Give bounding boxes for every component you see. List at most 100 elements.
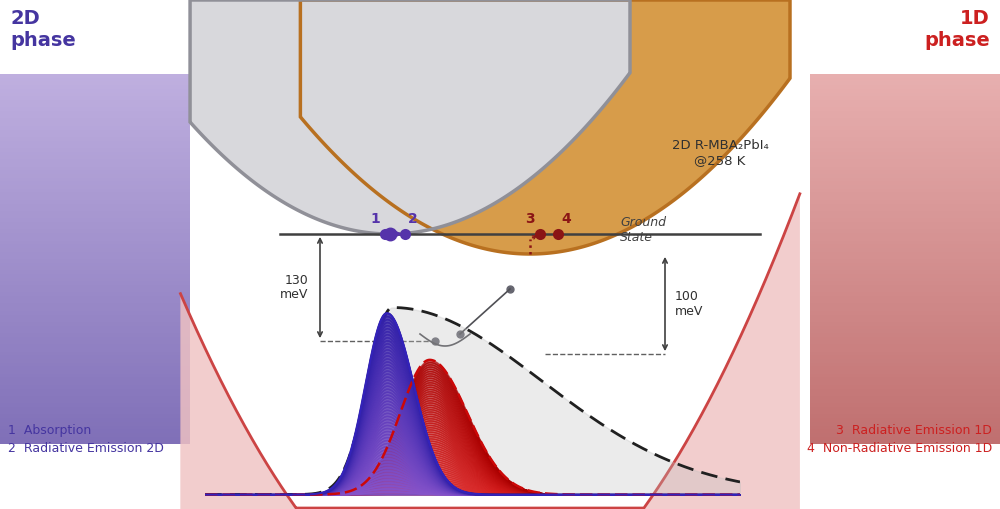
Text: 1: 1 [370,212,380,226]
Bar [810,140,1000,144]
Bar [810,170,1000,174]
Bar [0,119,190,122]
Bar [0,400,190,403]
Bar [810,396,1000,400]
Bar [0,403,190,407]
Bar [810,352,1000,355]
Bar [0,225,190,230]
Bar [0,362,190,366]
Bar [810,300,1000,303]
Bar [0,233,190,237]
Bar [0,204,190,207]
Bar [810,266,1000,270]
Bar [810,359,1000,362]
Bar [810,281,1000,285]
Bar [810,303,1000,307]
Bar [0,207,190,211]
Bar [0,348,190,352]
Bar [0,281,190,285]
Bar [0,277,190,281]
Text: 2D
phase: 2D phase [10,9,76,50]
Bar [0,411,190,414]
Bar [0,192,190,196]
Bar [810,163,1000,166]
Bar [0,263,190,266]
Bar [810,248,1000,251]
Bar [0,111,190,115]
Bar [0,318,190,322]
Polygon shape [190,0,630,234]
Bar [0,429,190,433]
Bar [810,348,1000,352]
Bar [0,170,190,174]
Bar [0,140,190,144]
Bar [810,344,1000,348]
Bar [0,418,190,422]
Bar [810,263,1000,266]
Bar [0,78,190,81]
Bar [810,155,1000,159]
Bar [810,426,1000,429]
Bar [810,126,1000,129]
Bar [0,385,190,388]
Bar [810,311,1000,315]
Bar [0,396,190,400]
Bar [810,240,1000,244]
Bar [810,377,1000,381]
Bar [0,107,190,111]
Bar [810,85,1000,89]
Bar [0,196,190,200]
Bar [0,166,190,170]
Bar [810,107,1000,111]
Bar [810,400,1000,403]
Bar [0,93,190,96]
Text: 3  Radiative Emission 1D
4  Non-Radiative Emission 1D: 3 Radiative Emission 1D 4 Non-Radiative … [807,424,992,455]
Bar [810,166,1000,170]
Bar [0,274,190,277]
Bar [810,274,1000,277]
Bar [0,189,190,192]
Bar [0,218,190,222]
Bar [810,256,1000,259]
Bar [810,326,1000,329]
Bar [810,270,1000,274]
Bar [810,289,1000,292]
Bar [0,244,190,248]
Polygon shape [300,0,790,254]
Text: 100
meV: 100 meV [675,290,703,318]
Bar [0,270,190,274]
Bar [0,81,190,85]
Bar [0,422,190,426]
Polygon shape [180,194,800,509]
Bar [810,181,1000,185]
Bar [0,237,190,240]
Bar [0,341,190,344]
Bar [810,392,1000,396]
Bar [810,89,1000,93]
Bar [0,215,190,218]
Bar [0,148,190,152]
Bar [0,352,190,355]
Bar [810,159,1000,163]
Bar [810,322,1000,326]
Bar [0,137,190,140]
Bar [810,185,1000,189]
Bar [810,200,1000,204]
Bar [810,244,1000,248]
Bar [810,440,1000,444]
Text: Ground
State: Ground State [620,216,666,244]
Bar [0,144,190,148]
Bar [0,322,190,326]
Bar [0,163,190,166]
Bar [0,126,190,129]
Bar [810,211,1000,215]
Bar [810,296,1000,300]
Bar [810,152,1000,155]
Bar [810,411,1000,414]
Bar [0,181,190,185]
Bar [810,225,1000,230]
Bar [0,178,190,181]
Bar [0,251,190,256]
Bar [810,178,1000,181]
Text: 3: 3 [525,212,535,226]
